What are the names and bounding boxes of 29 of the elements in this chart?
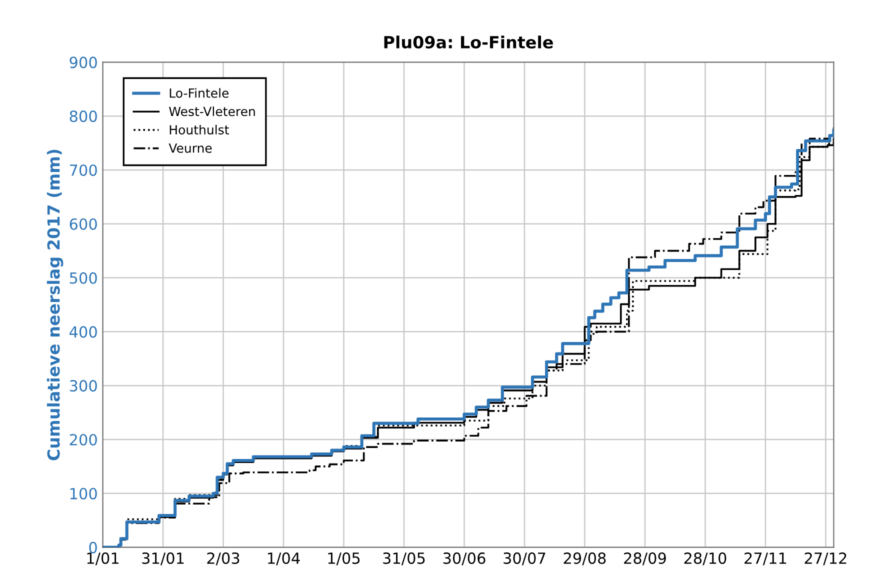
y-tick-label: 300 bbox=[70, 380, 97, 392]
x-tick-label: 27/11 bbox=[744, 552, 786, 566]
x-tick-label: 2/03 bbox=[207, 552, 240, 566]
legend-label: Veurne bbox=[168, 144, 212, 153]
x-tick-label: 29/08 bbox=[564, 552, 606, 566]
y-tick-label: 0 bbox=[89, 542, 97, 554]
legend-label: Lo-Fintele bbox=[170, 88, 229, 98]
y-axis-title: Cumulatieve neerslag 2017 (mm) bbox=[46, 150, 64, 460]
chart-title: Plu09a: Lo-Fintele bbox=[384, 36, 553, 49]
x-tick-label: 31/05 bbox=[383, 552, 425, 566]
x-tick-label: 31/01 bbox=[142, 552, 184, 566]
y-tick-label: 200 bbox=[70, 434, 97, 446]
y-tick-label: 500 bbox=[70, 272, 97, 284]
x-tick-label: 1/01 bbox=[87, 552, 119, 566]
y-tick-label: 400 bbox=[70, 326, 97, 338]
x-tick-label: 1/05 bbox=[328, 552, 360, 566]
y-tick-label: 800 bbox=[70, 110, 97, 122]
y-tick-label: 100 bbox=[70, 488, 97, 500]
legend-label: Houthulst bbox=[170, 124, 229, 134]
y-tick-label: 700 bbox=[70, 164, 97, 176]
x-tick-label: 27/12 bbox=[804, 552, 846, 566]
y-tick-label: 900 bbox=[70, 56, 97, 68]
x-tick-label: 1/04 bbox=[268, 552, 300, 566]
x-tick-label: 30/07 bbox=[504, 552, 546, 566]
x-tick-label: 28/09 bbox=[624, 552, 666, 566]
x-tick-label: 28/10 bbox=[684, 552, 726, 566]
x-tick-label: 30/06 bbox=[443, 552, 486, 566]
y-tick-label: 600 bbox=[70, 218, 97, 230]
legend-label: West-Vleteren bbox=[169, 106, 255, 116]
